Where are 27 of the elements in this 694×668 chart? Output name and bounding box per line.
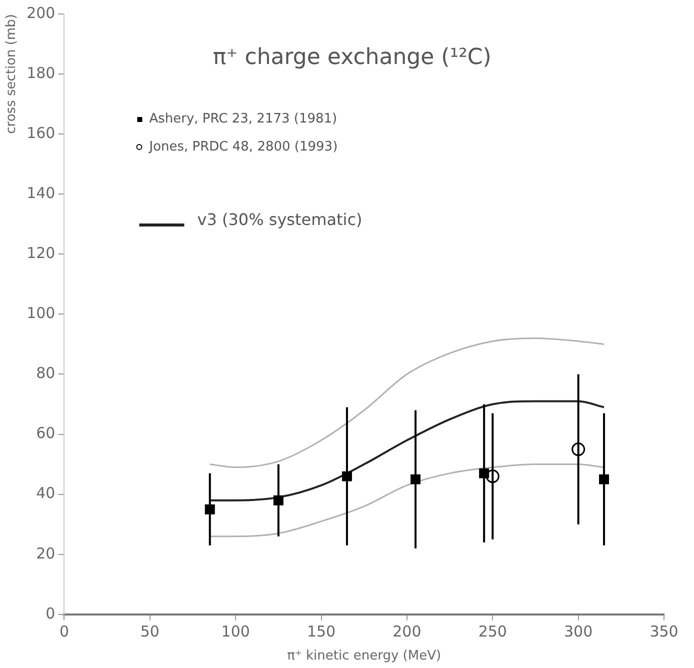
y-axis-title: cross section (mb): [4, 14, 20, 134]
y-tick-label: 80: [36, 364, 56, 382]
y-tick-label: 0: [46, 604, 56, 622]
y-tick-label: 140: [26, 184, 56, 202]
y-tick-label: 180: [26, 64, 56, 82]
y-tick-label: 120: [26, 244, 56, 262]
x-tick-label: 250: [478, 622, 507, 640]
x-tick-label: 150: [306, 622, 336, 640]
line-series: [209, 464, 605, 538]
y-tick-label: 100: [26, 304, 56, 322]
y-tick-label: 200: [26, 4, 56, 22]
text: π⁺ charge exchange (¹²C): [212, 45, 492, 70]
legend-label: Jones, PRDC 48, 2800 (1993): [148, 139, 338, 154]
x-tick-label: 0: [59, 622, 70, 640]
legend-label: v3 (30% systematic): [197, 210, 362, 230]
y-tick-label: 60: [36, 424, 56, 442]
x-axis-title: π⁺ kinetic energy (MeV): [287, 648, 442, 664]
y-tick-label: 160: [26, 124, 56, 142]
x-tick-label: 300: [564, 622, 593, 640]
x-tick-label: 200: [392, 622, 422, 640]
y-tick-label: 20: [36, 544, 56, 562]
line-series: [209, 337, 605, 468]
x-tick-label: 100: [221, 622, 250, 640]
x-tick-label: 50: [140, 622, 160, 640]
legend-label: Ashery, PRC 23, 2173 (1981): [149, 111, 338, 126]
y-tick-label: 40: [36, 484, 56, 502]
x-tick-label: 350: [650, 622, 678, 640]
